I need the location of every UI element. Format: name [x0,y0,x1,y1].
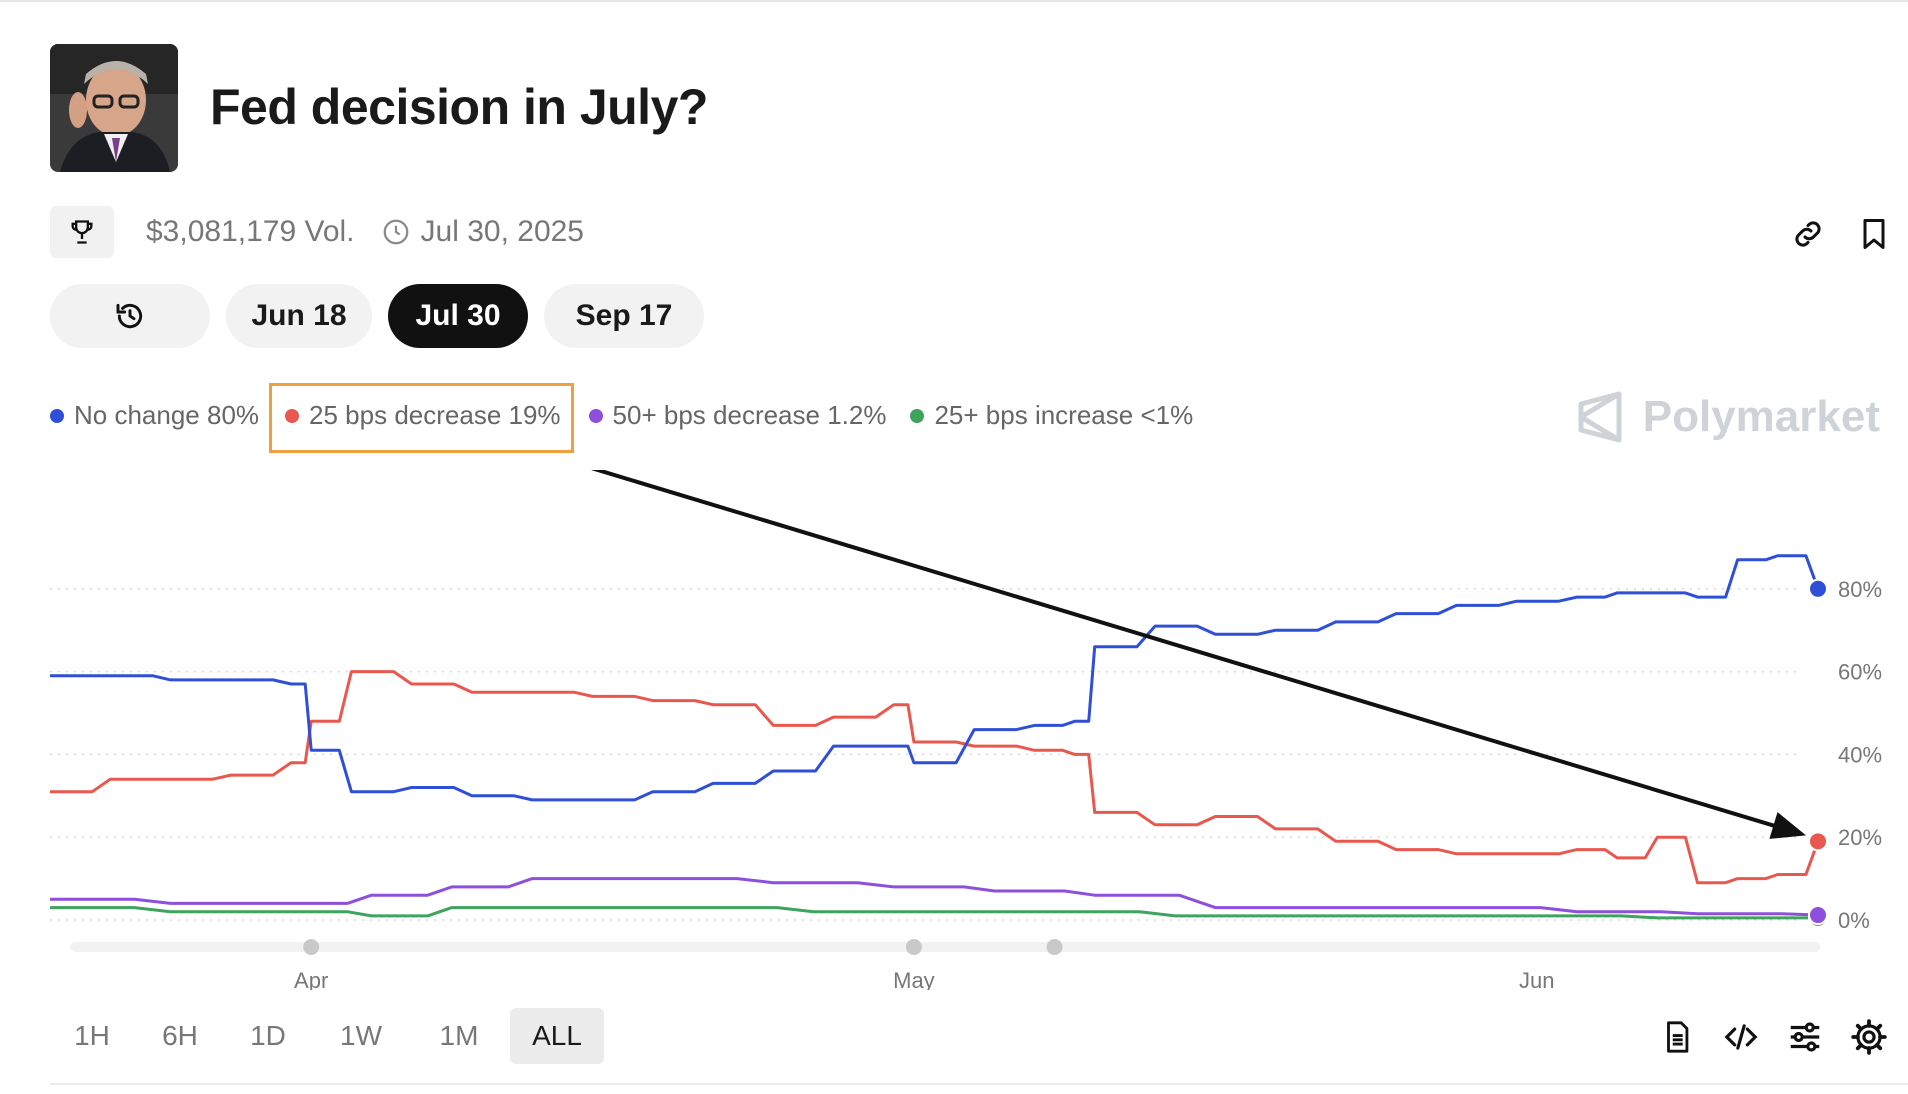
scrubber-handle [303,939,320,955]
scrubber-handle [905,939,922,955]
date-tabs: Jun 18 Jul 30 Sep 17 [50,284,704,348]
legend-dot [588,408,603,423]
brand-name: Polymarket [1642,392,1880,441]
price-chart: 80% 60% 40% 20% 0% Apr May Jun [50,470,1882,990]
range-1d[interactable]: 1D [250,1020,286,1051]
legend-dot [285,408,300,423]
document-icon[interactable] [1660,1018,1694,1056]
clock-icon [383,219,408,245]
link-icon[interactable] [1790,216,1826,252]
series-line-4 [50,906,1818,920]
bookmark-icon[interactable] [1856,216,1892,252]
market-meta: $3,081,179 Vol. Jul 30, 2025 [50,206,584,258]
y-tick-label: 60% [1838,660,1882,685]
trophy-icon [71,220,93,244]
legend-label: 50+ bps decrease 1.2% [612,400,887,430]
series-line-3 [50,877,1819,917]
legend-dot [50,408,64,423]
tab-history[interactable] [50,284,210,348]
highlight-box [269,383,574,453]
chart-legend: No change 80% 25 bps decrease 19% 50+ bp… [50,400,1217,431]
y-tick-label: 20% [1838,825,1882,850]
series-line-1 [50,554,1820,802]
series-endpoint-2 [1808,831,1828,852]
time-range-selector: 1H 6H 1D 1W 1M ALL [50,1008,604,1064]
range-1m[interactable]: 1M [439,1020,479,1051]
y-tick-label: 40% [1838,742,1882,767]
tab-jul-30[interactable]: Jul 30 [388,284,528,348]
header-actions [1768,212,1908,256]
market-title: Fed decision in July? [210,79,708,135]
settings-gear-icon[interactable] [1850,1018,1888,1056]
portrait-image [50,44,178,172]
legend-label: No change 80% [74,400,260,430]
x-tick-label: May [893,968,935,990]
range-1h[interactable]: 1H [74,1020,110,1051]
x-tick-label: Apr [294,968,328,990]
series-endpoint-1 [1808,578,1828,599]
y-tick-label: 80% [1838,577,1882,602]
end-date: Jul 30, 2025 [381,215,584,249]
legend-25bps-decrease[interactable]: 25 bps decrease 19% [285,400,561,431]
legend-no-change[interactable]: No change 80% [50,400,259,431]
bottom-divider [50,1083,1908,1085]
history-icon [116,303,143,329]
annotation-arrow-shaft [590,470,1777,829]
scrubber-handle [1046,939,1063,955]
series-line-2 [50,670,1820,885]
tab-sep-17[interactable]: Sep 17 [544,284,704,348]
legend-label: 25+ bps increase <1% [934,400,1194,430]
end-date-text: Jul 30, 2025 [420,215,584,248]
filters-icon[interactable] [1786,1018,1824,1056]
range-6h[interactable]: 6H [162,1020,198,1051]
brand-watermark: Polymarket [1575,390,1880,444]
trophy-button[interactable] [50,206,114,258]
chart-actions [1648,1016,1908,1060]
legend-dot [910,408,925,423]
top-divider [0,0,1908,2]
polymarket-logo-icon [1578,391,1622,443]
scrubber-track [70,942,1820,952]
embed-code-icon[interactable] [1722,1018,1760,1056]
y-tick-label: 0% [1838,908,1870,933]
series-endpoint-3 [1808,905,1828,926]
volume-text: $3,081,179 Vol. [146,215,355,248]
legend-label: 25 bps decrease 19% [309,400,561,430]
legend-50bps-decrease[interactable]: 50+ bps decrease 1.2% [588,400,887,431]
range-all[interactable]: ALL [510,1008,604,1064]
legend-25bps-increase[interactable]: 25+ bps increase <1% [910,400,1193,431]
market-avatar [50,44,178,172]
x-tick-label: Jun [1519,968,1554,990]
annotation-arrow-head [1769,812,1806,839]
tab-jun-18[interactable]: Jun 18 [226,284,372,348]
range-1w[interactable]: 1W [340,1020,382,1051]
